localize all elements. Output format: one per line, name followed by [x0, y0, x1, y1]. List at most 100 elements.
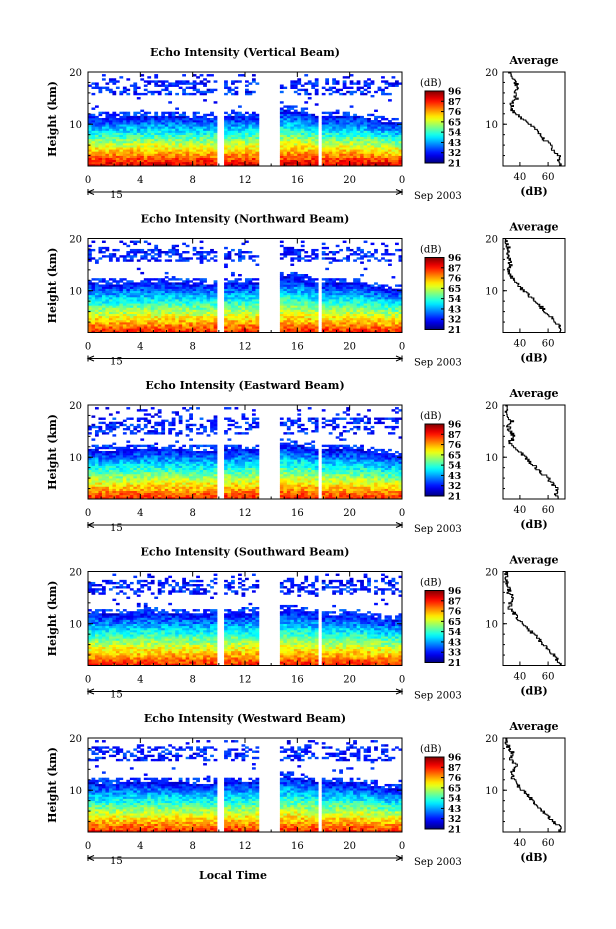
heatmap-cell [157, 309, 162, 312]
heatmap-cell [140, 311, 145, 314]
heatmap-cell [339, 155, 343, 158]
heatmap-cell [192, 117, 197, 121]
heatmap-cell [157, 90, 162, 94]
heatmap-cell [136, 159, 141, 163]
heatmap-cell [367, 317, 371, 321]
heatmap-cell [245, 278, 249, 281]
heatmap-cell [227, 294, 232, 298]
heatmap-cell [332, 159, 337, 163]
heatmap-cell [88, 124, 92, 127]
heatmap-cell [335, 309, 340, 312]
heatmap-cell [168, 296, 173, 300]
heatmap-cell [314, 248, 319, 252]
heatmap-cell [140, 292, 145, 296]
heatmap-cell [140, 303, 145, 306]
heatmap-cell [290, 322, 295, 325]
heatmap-cell [395, 311, 399, 314]
heatmap-cell [140, 138, 145, 142]
heatmap-cell [307, 113, 312, 117]
heatmap-cell [370, 138, 375, 142]
heatmap-cell [398, 311, 403, 314]
heatmap-cell [293, 282, 298, 285]
heatmap-cell [119, 134, 124, 138]
heatmap-cell [192, 84, 197, 87]
heatmap-cell [126, 151, 131, 154]
heatmap-cell [94, 484, 99, 487]
heatmap-cell [353, 317, 357, 321]
heatmap-cell [286, 163, 291, 167]
heatmap-cell [231, 128, 235, 131]
heatmap-cell [395, 155, 399, 158]
heatmap-cell [192, 326, 197, 329]
heatmap-cell [332, 284, 337, 287]
heatmap-cell [367, 151, 371, 154]
heatmap-cell [98, 294, 103, 298]
heatmap-cell [245, 309, 249, 312]
heatmap-cell [192, 159, 197, 163]
heatmap-cell [164, 115, 169, 119]
heatmap-cell [105, 299, 110, 302]
heatmap-cell [255, 305, 260, 308]
heatmap-cell [325, 267, 330, 271]
heatmap-cell [307, 143, 312, 146]
heatmap-cell [101, 328, 106, 331]
heatmap-cell [283, 140, 288, 144]
heatmap-cell [108, 301, 113, 304]
heatmap-cell [353, 122, 357, 125]
heatmap-cell [342, 138, 347, 142]
heatmap-cell [161, 286, 166, 289]
heatmap-cell [311, 126, 316, 129]
heatmap-cell [88, 313, 92, 317]
heatmap-cell [91, 423, 96, 427]
heatmap-cell [115, 128, 120, 131]
heatmap-cell [213, 126, 218, 129]
heatmap-cell [126, 92, 131, 96]
heatmap-cell [342, 151, 347, 154]
heatmap-cell [241, 155, 246, 158]
heatmap-cell [171, 113, 176, 117]
heatmap-cell [234, 143, 239, 146]
heatmap-cell [88, 457, 92, 460]
heatmap-cell [98, 459, 103, 462]
heatmap-cell [182, 292, 186, 296]
heatmap-cell [196, 143, 200, 146]
heatmap-cell [342, 159, 347, 163]
heatmap-cell [88, 459, 92, 462]
heatmap-cell [255, 263, 260, 266]
heatmap-cell [126, 299, 131, 302]
heatmap-cell [88, 282, 92, 285]
heatmap-cell [136, 126, 141, 129]
heatmap-cell [360, 292, 364, 296]
heatmap-cell [192, 134, 197, 138]
heatmap-cell [140, 313, 145, 317]
heatmap-cell [353, 294, 357, 298]
heatmap-cell [248, 303, 253, 306]
heatmap-cell [119, 130, 124, 133]
heatmap-cell [381, 88, 385, 92]
heatmap-cell [178, 153, 183, 156]
heatmap-cell [227, 161, 232, 165]
heatmap-cell [286, 309, 291, 312]
heatmap-cell [199, 138, 204, 142]
heatmap-cell [119, 290, 124, 294]
heatmap-cell [353, 128, 357, 131]
heatmap-cell [140, 299, 145, 302]
heatmap-cell [196, 288, 200, 292]
heatmap-cell [245, 301, 249, 304]
heatmap-cell [98, 292, 103, 296]
heatmap-cell [391, 126, 396, 129]
heatmap-cell [192, 301, 197, 304]
heatmap-cell [279, 276, 284, 279]
heatmap-cell [377, 88, 382, 92]
heatmap-cell [164, 132, 169, 135]
heatmap-cell [164, 153, 169, 156]
heatmap-cell [175, 253, 180, 256]
heatmap-cell [346, 90, 350, 94]
heatmap-cell [241, 122, 246, 125]
heatmap-cell [398, 324, 403, 327]
heatmap-cell [98, 484, 103, 487]
heatmap-cell [349, 153, 354, 156]
heatmap-cell [255, 153, 260, 156]
heatmap-cell [206, 136, 211, 140]
heatmap-cell [234, 330, 239, 333]
